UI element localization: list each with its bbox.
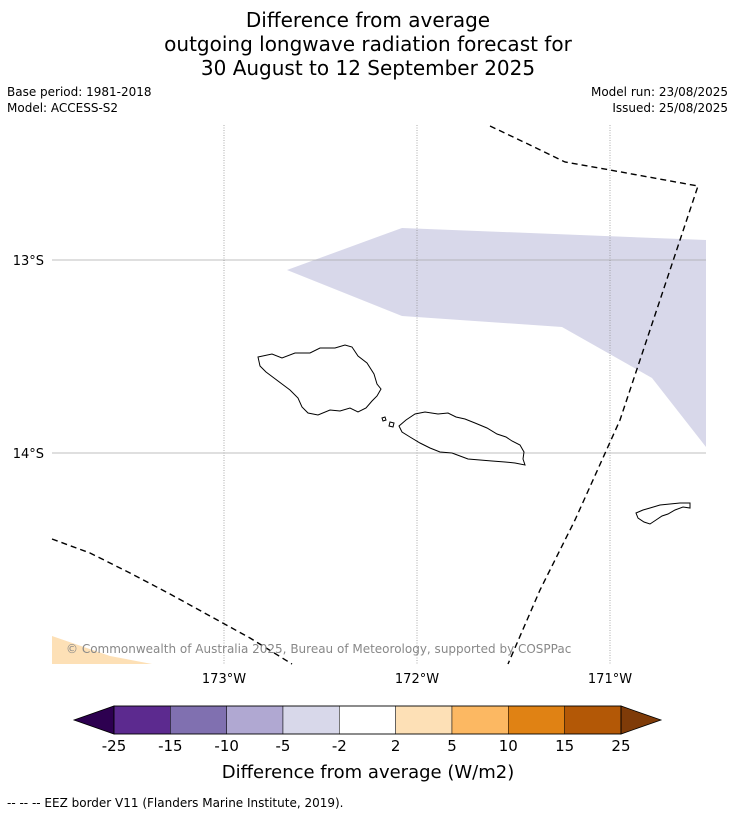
copyright-text: © Commonwealth of Australia 2025, Bureau… [66,642,571,656]
base-period-text: Base period: 1981-2018 [7,85,152,99]
colorbar-tick-label: -10 [214,737,239,755]
colorbar-below-arrow [72,705,115,735]
colorbar-tick-label: -2 [332,737,347,755]
colorbar-label: Difference from average (W/m2) [222,762,514,783]
colorbar-bin [451,705,509,735]
colorbar-frame [113,705,622,735]
graticule [52,125,706,664]
colorbar-tick-label: -15 [158,737,183,755]
colorbar-above-arrow [620,705,663,735]
upolu-island [398,411,526,466]
manono-islet [381,416,387,422]
lon-label-172w: 172°W [395,672,439,687]
model-run-text: Model run: 23/08/2025 [590,85,728,99]
issued-text: Issued: 25/08/2025 [612,101,728,115]
lon-label-173w: 173°W [202,672,246,687]
colorbar-bin [226,705,284,735]
colorbar-tick-label: 5 [447,737,457,755]
meta-left: Base period: 1981-2018 Model: ACCESS-S2 [7,84,152,116]
anomaly-region [287,228,706,447]
colorbar: -25 -15 -10 -5 -2 2 5 10 15 25 Difference from av… [72,705,663,783]
colorbar-tick-label: 15 [555,737,574,755]
colorbar-bin [395,705,453,735]
colorbar-tick-label: -25 [102,737,127,755]
colorbar-tick-label: 10 [499,737,518,755]
title-line-1: Difference from average [245,8,491,32]
colorbar-tick-label: 2 [391,737,401,755]
apolima-islet [388,421,395,428]
savaii-island [257,344,382,416]
axis-labels: 13°S 14°S 173°W 172°W 171°W [13,254,633,687]
title-line-3: 30 August to 12 September 2025 [200,56,536,80]
islands [257,344,691,525]
colorbar-tick-label: 25 [611,737,630,755]
title-line-2: outgoing longwave radiation forecast for [164,32,572,56]
lat-label-13s: 13°S [13,254,44,269]
lon-label-171w: 171°W [588,672,632,687]
colorbar-bin [113,705,171,735]
eez-borders [51,125,699,665]
eez-border-southwest [51,538,293,665]
anomaly-region-corner [52,636,152,664]
eez-border-northeast [489,125,699,665]
lat-label-14s: 14°S [13,447,44,462]
colorbar-bin [564,705,622,735]
colorbar-bin [170,705,227,735]
colorbar-bin [508,705,565,735]
tutuila-island [635,502,691,525]
colorbar-tick-label: -5 [276,737,291,755]
meta-right: Model run: 23/08/2025 Issued: 25/08/2025 [591,84,728,116]
model-text: Model: ACCESS-S2 [7,101,119,115]
colorbar-bin [282,705,340,735]
colorbar-bin [339,705,396,735]
map-title: Difference from average outgoing longwav… [0,8,736,80]
eez-footnote: -- -- -- EEZ border V11 (Flanders Marine… [7,796,344,810]
